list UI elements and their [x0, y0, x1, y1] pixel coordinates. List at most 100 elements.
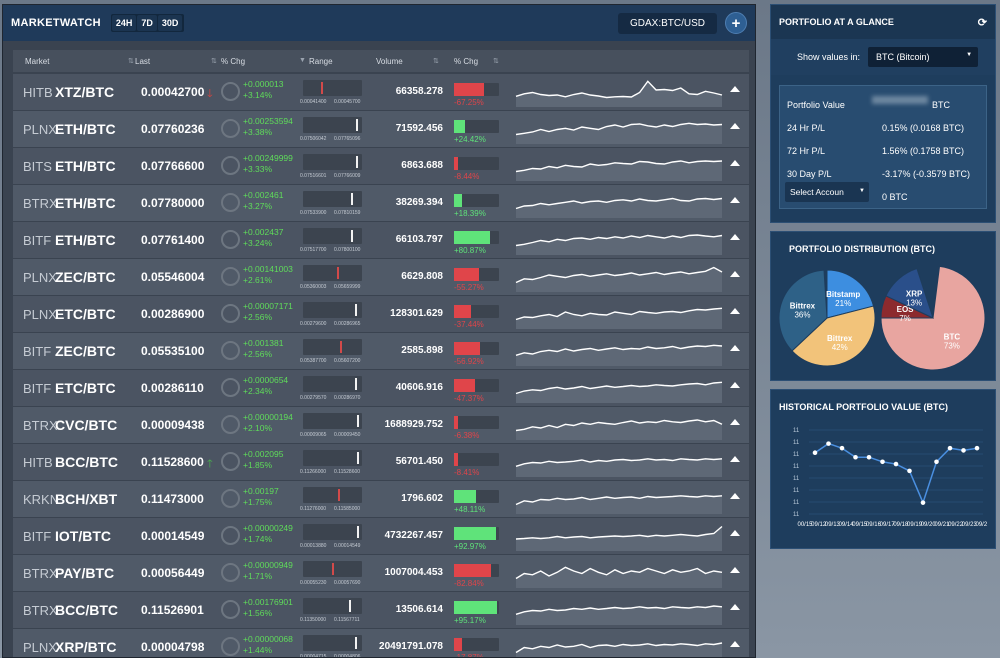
sparkline-chart: [515, 495, 723, 514]
portfolio-distribution-panel: PORTFOLIO DISTRIBUTION (BTC) Bitstamp 21%…: [770, 231, 996, 381]
range-marker: [337, 267, 339, 279]
pie-label: EOS: [897, 305, 915, 314]
col-last[interactable]: Last: [135, 57, 151, 66]
reference-pair-select[interactable]: GDAX:BTC/USD: [617, 12, 717, 34]
change-percent: +3.27%: [243, 201, 273, 211]
history-line: [814, 442, 978, 505]
table-row[interactable]: BTRX ETH/BTC 0.07780000 +0.002461 +3.27% 0.07…: [13, 185, 749, 222]
table-row[interactable]: BTRX PAY/BTC 0.00056449 +0.00000949 +1.71% 0.…: [13, 555, 749, 592]
history-point: [853, 454, 858, 460]
range-24h-button[interactable]: 24H: [111, 15, 137, 31]
col-vol-pct-chg[interactable]: % Chg: [454, 57, 479, 66]
pie-percent: 42%: [832, 343, 848, 352]
pl-30d-label: 30 Day P/L: [787, 169, 832, 179]
expand-caret-icon[interactable]: [730, 123, 740, 129]
market-symbol[interactable]: CVC/BTC: [55, 417, 118, 433]
progress-ring-icon: [221, 119, 240, 138]
table-row[interactable]: BITF IOT/BTC 0.00014549 +0.00000249 +1.74% 0.…: [13, 518, 749, 555]
volume-value: 13506.614: [395, 604, 443, 615]
range-bar: [303, 339, 362, 355]
table-row[interactable]: BITS ETH/BTC 0.07766600 +0.00249999 +3.33% 0.…: [13, 148, 749, 185]
col-volume[interactable]: Volume: [376, 57, 403, 66]
range-marker: [331, 563, 334, 575]
market-symbol[interactable]: ETC/BTC: [55, 380, 116, 396]
distribution-pies: Bitstamp21%Bittrex42%Bittrex36%BTC73%EOS…: [778, 265, 986, 371]
price-change: +0.002461 +3.27%: [243, 190, 283, 212]
table-row[interactable]: HITB XTZ/BTC 0.00042700 🡓 +0.000013 +3.14% 0.0…: [13, 74, 749, 111]
table-row[interactable]: BITF ETC/BTC 0.00286110 +0.0000654 +2.34% 0.0…: [13, 370, 749, 407]
range-high: 0.05659999: [334, 284, 361, 290]
expand-caret-icon[interactable]: [730, 345, 740, 351]
expand-caret-icon[interactable]: [730, 271, 740, 277]
volume-change-fill: [454, 268, 479, 281]
range-30d-button[interactable]: 30D: [157, 15, 183, 31]
expand-caret-icon[interactable]: [730, 456, 740, 462]
range-7d-button[interactable]: 7D: [137, 15, 157, 31]
table-row[interactable]: BTRX CVC/BTC 0.00009438 +0.00000194 +2.10% 0.…: [13, 407, 749, 444]
price-change: +0.00197 +1.75%: [243, 486, 279, 508]
add-market-button[interactable]: +: [725, 12, 747, 34]
expand-caret-icon[interactable]: [730, 382, 740, 388]
y-tick-label: 11: [793, 464, 800, 470]
expand-caret-icon[interactable]: [730, 197, 740, 203]
expand-caret-icon[interactable]: [730, 641, 740, 647]
table-row[interactable]: BITF ETH/BTC 0.07761400 +0.002437 +3.24% 0.07…: [13, 222, 749, 259]
range-bar: [303, 228, 362, 244]
table-row[interactable]: PLNX ETH/BTC 0.07760236 +0.00253594 +3.38% 0.…: [13, 111, 749, 148]
table-row[interactable]: PLNX ETC/BTC 0.00286900 +0.00007171 +2.56% 0.…: [13, 296, 749, 333]
table-row[interactable]: KRKN BCH/XBT 0.11473000 +0.00197 +1.75% 0.112…: [13, 481, 749, 518]
range-high: 0.00014549: [334, 543, 361, 549]
price-change: +0.00007171 +2.56%: [243, 301, 293, 323]
range-bar: [303, 80, 362, 96]
expand-caret-icon[interactable]: [730, 308, 740, 314]
table-row[interactable]: BTRX BCC/BTC 0.11526901 +0.00176901 +1.56% 0.…: [13, 592, 749, 629]
refresh-icon[interactable]: ⟳: [977, 16, 987, 29]
account-select[interactable]: Select Accoun: [785, 182, 869, 202]
market-symbol[interactable]: ETC/BTC: [55, 306, 116, 322]
market-symbol[interactable]: PAY/BTC: [55, 565, 115, 581]
expand-caret-icon[interactable]: [730, 419, 740, 425]
market-symbol[interactable]: XRP/BTC: [55, 639, 117, 655]
expand-caret-icon[interactable]: [730, 530, 740, 536]
exchange-code: BITF: [23, 344, 52, 359]
exchange-code: HITB: [23, 455, 53, 470]
table-header: Market Last ⇅ % Chg ⇅ Range ▼ Volume ⇅ %…: [13, 50, 749, 72]
expand-caret-icon[interactable]: [730, 160, 740, 166]
exchange-code: PLNX: [23, 122, 57, 137]
expand-caret-icon[interactable]: [730, 567, 740, 573]
sparkline-chart: [515, 266, 723, 292]
currency-select[interactable]: BTC (Bitcoin): [868, 47, 979, 67]
pie-percent: 36%: [794, 310, 810, 319]
market-symbol[interactable]: IOT/BTC: [55, 528, 111, 544]
market-symbol[interactable]: ETH/BTC: [55, 195, 116, 211]
market-symbol[interactable]: BCC/BTC: [55, 454, 118, 470]
market-symbol[interactable]: ZEC/BTC: [55, 269, 116, 285]
volume-change-bar: [454, 305, 499, 318]
expand-caret-icon[interactable]: [730, 493, 740, 499]
market-symbol[interactable]: ETH/BTC: [55, 158, 116, 174]
pie-slice: [885, 267, 934, 319]
expand-caret-icon[interactable]: [730, 234, 740, 240]
up-arrow-icon: 🡑: [207, 458, 213, 470]
last-price: 0.11526901: [141, 603, 204, 617]
market-symbol[interactable]: ZEC/BTC: [55, 343, 116, 359]
progress-ring-icon: [221, 267, 240, 286]
market-symbol[interactable]: ETH/BTC: [55, 232, 116, 248]
market-symbol[interactable]: BCC/BTC: [55, 602, 118, 618]
col-range[interactable]: Range: [309, 57, 333, 66]
volume-value: 71592.456: [395, 123, 443, 134]
table-row[interactable]: BITF ZEC/BTC 0.05535100 +0.001381 +2.56% 0.05…: [13, 333, 749, 370]
sparkline-area: [516, 382, 722, 403]
range-high: 0.00286965: [334, 321, 361, 327]
market-symbol[interactable]: BCH/XBT: [55, 491, 118, 507]
expand-caret-icon[interactable]: [730, 604, 740, 610]
sparkline-chart: [515, 234, 723, 255]
market-symbol[interactable]: ETH/BTC: [55, 121, 116, 137]
col-pct-chg[interactable]: % Chg: [221, 57, 246, 66]
table-row[interactable]: HITB BCC/BTC 0.11528600 🡑 +0.002095 +1.85% 0.1…: [13, 444, 749, 481]
table-row[interactable]: PLNX ZEC/BTC 0.05546004 +0.00141003 +2.61% 0.…: [13, 259, 749, 296]
market-symbol[interactable]: XTZ/BTC: [55, 84, 115, 100]
expand-caret-icon[interactable]: [730, 86, 740, 92]
table-row[interactable]: PLNX XRP/BTC 0.00004798 +0.00000068 +1.44% 0.…: [13, 629, 749, 657]
col-market[interactable]: Market: [25, 57, 50, 66]
